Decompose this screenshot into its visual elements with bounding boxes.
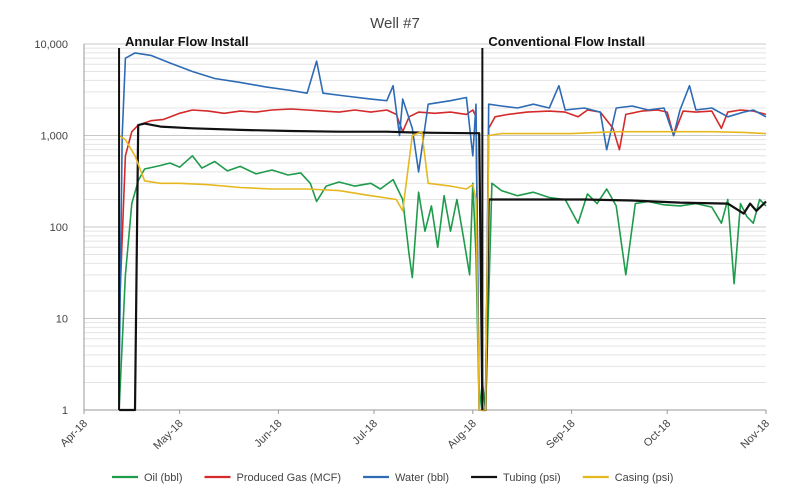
x-tick-label: Aug-18 [445,418,479,452]
legend-label: Oil (bbl) [144,472,183,484]
y-tick-label: 1,000 [40,131,68,143]
annotation-label: Conventional Flow Install [488,34,645,49]
x-tick-label: Jul-18 [350,418,380,448]
x-tick-label: Sep-18 [544,418,578,452]
x-tick-label: Nov-18 [739,418,773,452]
x-tick-label: Apr-18 [58,418,90,450]
x-tick-label: Oct-18 [641,418,673,450]
chart-title: Well #7 [370,15,420,32]
series-line-water [118,52,767,411]
series-lines [118,52,767,412]
x-tick-label: Jun-18 [252,418,284,450]
legend-label: Water (bbl) [395,472,449,484]
y-tick-label: 10 [56,314,68,326]
legend: Oil (bbl) Produced Gas (MCF) Water (bbl) Tu… [112,472,673,484]
y-tick-label: 10,000 [34,39,68,51]
series-line-produced [118,108,767,411]
series-line-tubing [119,122,767,412]
legend-label: Tubing (psi) [503,472,561,484]
series-line-oil [118,155,767,411]
legend-label: Produced Gas (MCF) [237,472,342,484]
y-tick-label: 100 [50,222,68,234]
legend-label: Casing (psi) [615,472,674,484]
x-tick-label: May-18 [151,418,185,452]
y-tick-label: 1 [62,405,68,417]
annotations: Annular Flow Install Conventional Flow In… [118,34,645,410]
series-line-casing [118,130,767,411]
annotation-label: Annular Flow Install [125,34,249,49]
